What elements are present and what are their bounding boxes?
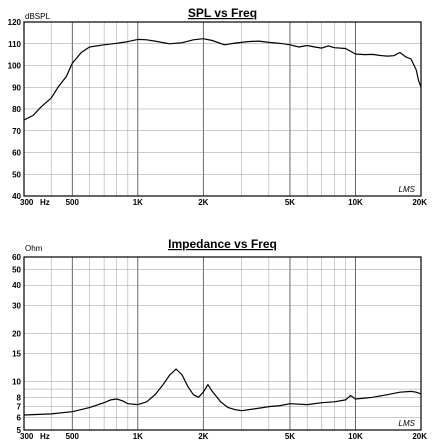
y-tick-label: 120	[8, 18, 22, 27]
y-tick-label: 90	[12, 83, 21, 92]
y-axis-label: Ohm	[25, 244, 43, 253]
x-tick-label: 500	[66, 198, 80, 207]
y-tick-label: 8	[17, 393, 22, 402]
y-tick-label: 15	[12, 350, 21, 359]
y-tick-label: 60	[12, 253, 21, 262]
y-tick-label: 50	[12, 170, 21, 179]
y-tick-label: 100	[8, 62, 22, 71]
x-tick-label: 2K	[198, 198, 208, 207]
x-tick-label: 5K	[285, 198, 295, 207]
y-tick-label: 50	[12, 266, 21, 275]
y-tick-label: 10	[12, 378, 21, 387]
x-tick-label: 5K	[285, 432, 295, 441]
series-line	[23, 38, 422, 121]
series-line	[23, 368, 422, 416]
plot-frame	[23, 256, 422, 431]
x-tick-label: 300	[20, 198, 34, 207]
y-tick-label: 20	[12, 329, 21, 338]
y-axis-label: dBSPL	[25, 12, 50, 21]
x-tick-label: 2K	[198, 432, 208, 441]
y-tick-label: 70	[12, 127, 21, 136]
x-tick-label: 1K	[133, 432, 143, 441]
y-tick-label: 80	[12, 105, 21, 114]
lms-watermark: LMS	[399, 185, 416, 194]
lms-watermark: LMS	[399, 419, 416, 428]
chart-title: Impedance vs Freq	[168, 237, 277, 251]
x-tick-label: 20K	[412, 432, 427, 441]
x-unit-label: Hz	[40, 198, 50, 207]
y-tick-label: 40	[12, 281, 21, 290]
y-tick-label: 5	[17, 426, 22, 435]
x-tick-label: 10K	[348, 198, 363, 207]
x-tick-label: 300	[20, 432, 34, 441]
x-tick-label: 10K	[348, 432, 363, 441]
x-unit-label: Hz	[40, 432, 50, 441]
chart-title: SPL vs Freq	[188, 6, 257, 20]
x-tick-label: 20K	[412, 198, 427, 207]
impedance-chart: 5 678 10 15 20 30 40 50 60 300 500 1K 2K 5K 10K 20K Hz Im…	[12, 237, 427, 441]
y-tick-label: 30	[12, 301, 21, 310]
plot-frame	[23, 21, 422, 197]
y-tick-label: 40	[12, 192, 21, 201]
x-tick-label: 500	[66, 432, 80, 441]
y-tick-label: 7	[17, 403, 22, 412]
y-tick-label: 6	[17, 413, 22, 422]
y-tick-label: 110	[8, 40, 21, 49]
y-tick-label: 60	[12, 149, 21, 158]
x-tick-label: 1K	[133, 198, 143, 207]
spl-chart: 40 50 60 70 80 90 100 110 120 300 500 1K 2K 5K 10K 20K H…	[8, 6, 428, 207]
